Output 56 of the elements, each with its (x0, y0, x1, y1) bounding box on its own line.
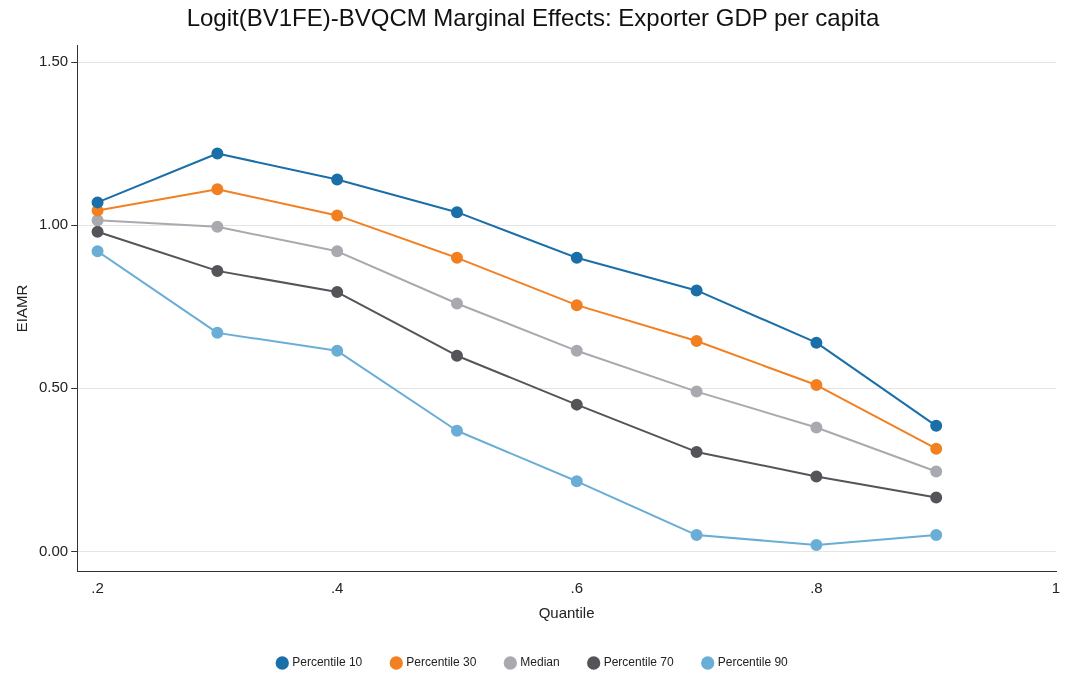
chart-title: Logit(BV1FE)-BVQCM Marginal Effects: Exporter GDP per capita (186, 4, 880, 32)
point (211, 147, 224, 160)
legend-label: Median (520, 655, 560, 670)
x-tick-label: .4 (330, 579, 344, 597)
point (91, 225, 104, 238)
point (690, 385, 703, 398)
point (450, 424, 463, 437)
legend-label: Percentile 10 (292, 655, 363, 670)
point (930, 465, 943, 478)
y-tick-label: 1.00 (38, 215, 69, 233)
point (331, 286, 344, 299)
y-axis-title: EIAMR (13, 284, 31, 333)
legend-label: Percentile 30 (406, 655, 477, 670)
point (211, 183, 224, 196)
y-tick-label: 1.50 (38, 52, 69, 70)
point (91, 196, 104, 209)
point (930, 442, 943, 455)
point (690, 284, 703, 297)
point (810, 470, 823, 483)
point (211, 220, 224, 233)
point (690, 529, 703, 542)
x-axis-title: Quantile (538, 604, 595, 622)
point (570, 475, 583, 488)
point (810, 538, 823, 551)
point (690, 335, 703, 348)
point (930, 529, 943, 542)
x-tick-label: .2 (91, 579, 104, 597)
y-tick-label: 0.00 (38, 541, 69, 559)
legend-label: Percentile 70 (603, 655, 675, 670)
legend-label: Percentile 90 (717, 655, 789, 670)
point (930, 419, 943, 432)
point (570, 344, 583, 357)
point (331, 173, 344, 186)
point (810, 379, 823, 392)
point (930, 491, 943, 504)
x-tick-label: .6 (570, 579, 584, 597)
point (331, 344, 344, 357)
point (331, 245, 344, 258)
point (810, 421, 823, 434)
x-tick-label: 1 (1051, 579, 1061, 597)
x-tick-label: .8 (810, 579, 823, 597)
point (570, 398, 583, 411)
point (450, 297, 463, 310)
point (91, 245, 104, 258)
point (570, 251, 583, 264)
point (810, 336, 823, 349)
y-tick-label: 0.50 (38, 378, 69, 396)
point (570, 299, 583, 312)
point (211, 264, 224, 277)
point (331, 209, 344, 222)
point (450, 349, 463, 362)
point (211, 326, 224, 339)
point (450, 206, 463, 219)
point (450, 251, 463, 264)
point (690, 445, 703, 458)
point (91, 214, 104, 227)
